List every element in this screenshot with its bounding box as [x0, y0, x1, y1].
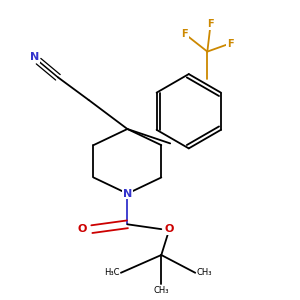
Text: CH₃: CH₃: [154, 286, 169, 295]
Text: F: F: [182, 29, 188, 39]
Text: F: F: [207, 19, 214, 29]
Text: H₃C: H₃C: [104, 268, 119, 277]
Text: O: O: [165, 224, 174, 234]
Text: N: N: [123, 189, 132, 199]
Text: N: N: [30, 52, 39, 62]
Text: CH₃: CH₃: [197, 268, 212, 277]
Text: F: F: [226, 38, 233, 49]
Text: O: O: [77, 224, 87, 234]
